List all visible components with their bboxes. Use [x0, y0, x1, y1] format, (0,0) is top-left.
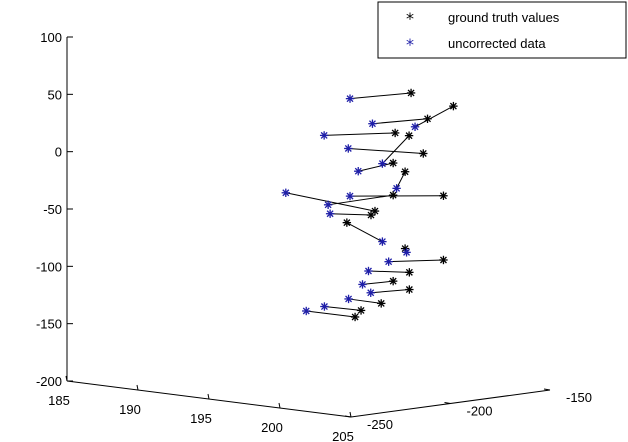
uncorrected-point — [344, 144, 353, 153]
axes-layer: 100 50 0 -50 -100 -150 -200 185 190 195 200 205 -250… — [36, 30, 592, 442]
uncorrected-point — [384, 257, 393, 266]
x-tick — [349, 411, 352, 418]
uncorrected-point — [281, 188, 290, 197]
z-tick-label: -50 — [43, 202, 62, 217]
ground-truth-point — [390, 128, 400, 138]
ground-truth-point — [400, 167, 410, 176]
connector-line — [370, 289, 410, 294]
z-tick-label: 50 — [48, 87, 62, 102]
y-tick-label: -150 — [566, 390, 592, 405]
legend-entry-ground-truth: * ground truth values — [406, 9, 560, 28]
uncorrected-point — [319, 131, 329, 140]
y-tick — [444, 402, 451, 404]
x-tick — [278, 402, 281, 409]
connector-line — [382, 135, 410, 164]
uncorrected-point — [368, 119, 377, 128]
legend-box — [377, 1, 627, 59]
y-tick-label: -250 — [367, 417, 393, 432]
uncorrected-point — [364, 266, 373, 276]
ground-truth-point — [342, 218, 352, 227]
ground-truth-point — [405, 285, 414, 294]
ground-truth-point — [404, 131, 414, 140]
ground-truth-point — [449, 101, 458, 111]
legend-label-uncorrected: uncorrected data — [448, 36, 546, 51]
connector-line — [396, 171, 406, 189]
z-tick-label: 0 — [55, 145, 62, 160]
uncorrected-point — [320, 302, 329, 311]
connector-line — [372, 118, 428, 125]
connector-line — [368, 270, 410, 273]
connector-line — [349, 92, 412, 100]
legend-label-ground-truth: ground truth values — [448, 10, 560, 25]
z-tick-label: -200 — [36, 374, 62, 389]
ground-truth-point — [377, 299, 386, 308]
ground-truth-point — [423, 114, 432, 124]
uncorrected-point — [392, 184, 401, 193]
x-tick — [65, 375, 68, 382]
ground-truth-point — [356, 306, 366, 315]
x-tick — [136, 384, 139, 391]
connector-line — [324, 306, 362, 311]
uncorrected-point — [325, 209, 335, 218]
x-tick-label: 200 — [261, 420, 283, 435]
ground-truth-point — [419, 149, 428, 158]
ground-truth-point — [350, 312, 360, 322]
connector-line — [306, 310, 356, 318]
ground-truth-point — [405, 268, 414, 277]
uncorrected-point — [402, 248, 411, 257]
uncorrected-point — [302, 306, 311, 316]
x-tick-label: 205 — [332, 429, 354, 442]
x-tick — [207, 393, 210, 400]
uncorrected-point — [323, 200, 333, 210]
y-tick-label: -200 — [467, 404, 493, 419]
y-tick — [543, 388, 551, 391]
x-tick-label: 185 — [48, 393, 70, 408]
connector-line — [324, 132, 396, 136]
uncorrected-point — [378, 237, 387, 246]
connector-layer — [285, 92, 454, 318]
uncorrected-point — [410, 122, 420, 132]
uncorrected-point — [345, 191, 355, 201]
z-tick-label: 100 — [40, 30, 62, 45]
connector-line — [348, 298, 382, 304]
uncorrected-point — [366, 288, 375, 297]
z-tick-label: -150 — [36, 317, 62, 332]
ground-truth-point — [388, 190, 398, 200]
uncorrected-point — [344, 294, 353, 304]
connector-line — [414, 105, 454, 128]
ground-truth-point — [366, 210, 376, 220]
legend-marker-ground-truth: * — [406, 9, 414, 28]
uncorrected-point — [358, 280, 367, 289]
ground-truth-point — [439, 255, 448, 265]
ground-truth-point — [439, 191, 448, 200]
connector-line — [346, 222, 383, 243]
connector-line — [362, 280, 394, 285]
z-tick-label: -100 — [36, 259, 62, 274]
legend-entry-uncorrected: * uncorrected data — [406, 35, 546, 54]
y-tick — [344, 415, 352, 418]
x-tick-label: 190 — [119, 402, 141, 417]
ground-truth-point — [388, 276, 398, 286]
connector-line — [348, 147, 424, 154]
ground-truth-point — [406, 88, 416, 98]
connector-line — [358, 162, 394, 172]
uncorrected-point — [354, 167, 363, 176]
legend-marker-uncorrected: * — [406, 35, 414, 54]
uncorrected-point — [345, 94, 355, 103]
uncorrected-point — [378, 159, 387, 168]
legend: * ground truth values * uncorrected data — [377, 1, 627, 59]
marker-layer — [281, 88, 458, 322]
connector-line — [388, 259, 444, 263]
x-tick-label: 195 — [190, 411, 212, 426]
ground-truth-point — [388, 158, 398, 168]
connector-line — [330, 213, 372, 216]
